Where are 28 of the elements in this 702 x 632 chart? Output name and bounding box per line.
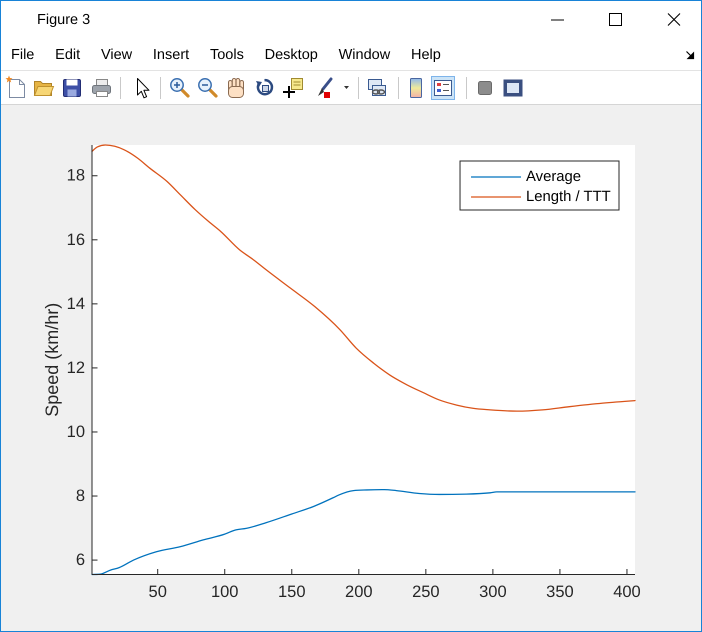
y-axis-title: Speed (km/hr) — [42, 302, 62, 417]
x-tick-label: 250 — [412, 583, 440, 601]
x-tick-label: 200 — [345, 583, 373, 601]
x-tick-label: 50 — [148, 583, 167, 601]
x-tick-label: 100 — [210, 583, 238, 601]
y-tick-label: 18 — [66, 166, 85, 185]
y-tick-label: 6 — [76, 551, 85, 570]
y-tick-label: 10 — [66, 422, 85, 441]
x-tick-label: 350 — [546, 583, 574, 601]
text: Edit — [55, 47, 80, 63]
y-tick-label: 14 — [66, 294, 85, 313]
text: File — [11, 47, 34, 63]
y-tick-label: 16 — [66, 230, 85, 249]
x-tick-label: 150 — [278, 583, 306, 601]
y-tick-label: 12 — [66, 358, 85, 377]
y-tick-label: 8 — [76, 487, 85, 506]
caption: Figure 3 — [37, 12, 90, 28]
x-tick-label: 300 — [479, 583, 507, 601]
legend-label: Length / TTT — [526, 189, 611, 205]
text: Window — [338, 47, 391, 63]
text: Help — [410, 47, 441, 63]
line-series — [91, 144, 636, 412]
legend-label: Average — [526, 169, 582, 185]
text: View — [100, 47, 133, 63]
text: Insert — [152, 47, 190, 63]
text: Tools — [210, 47, 244, 63]
x-tick-label: 400 — [613, 583, 641, 601]
text: Desktop — [264, 47, 318, 63]
